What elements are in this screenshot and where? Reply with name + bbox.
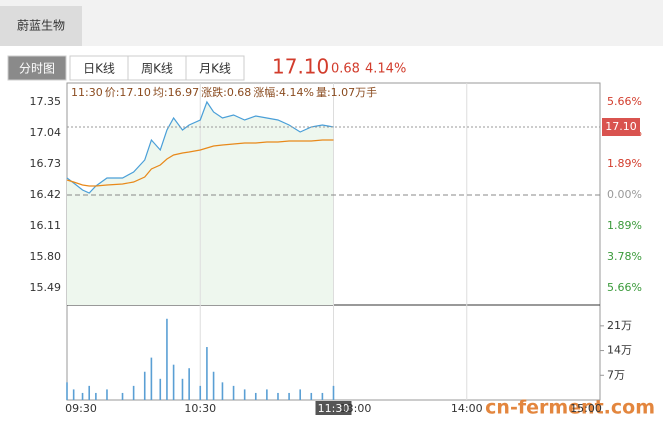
y2-tick-label: 5.66% bbox=[607, 281, 642, 294]
vol-tick-label: 7万 bbox=[607, 368, 625, 381]
tab-bar bbox=[0, 0, 663, 46]
y-tick-label: 16.42 bbox=[30, 188, 62, 201]
x-tick-label: 10:30 bbox=[184, 402, 216, 415]
volume-bar bbox=[221, 382, 224, 400]
y2-tick-label: 1.89% bbox=[607, 157, 642, 170]
volume-bar bbox=[181, 378, 184, 400]
info-item: 涨跌:0.68 bbox=[201, 85, 251, 99]
volume-bar bbox=[188, 368, 190, 400]
volume-bar bbox=[299, 389, 301, 400]
info-item: 量:1.07万手 bbox=[316, 85, 377, 99]
view-tab[interactable] bbox=[127, 55, 187, 81]
stock-tab[interactable] bbox=[0, 6, 82, 46]
y2-tick-label: 3.78% bbox=[607, 250, 642, 263]
volume-bar bbox=[232, 385, 235, 400]
volume-bar bbox=[143, 371, 146, 400]
vol-tick-label: 14万 bbox=[607, 344, 632, 357]
x-tick-label: 15:00 bbox=[570, 402, 602, 415]
average-line bbox=[66, 139, 334, 187]
quote-price: 17.10 bbox=[272, 55, 329, 79]
x-tick-label: 13:00 bbox=[340, 402, 372, 415]
y-tick-label: 16.73 bbox=[30, 157, 62, 170]
x-tick-label: 11:30 bbox=[318, 402, 350, 415]
volume-bar bbox=[166, 318, 168, 400]
info-item: 价:17.10 bbox=[105, 86, 151, 99]
y-tick-label: 15.49 bbox=[30, 281, 62, 294]
volume-bar bbox=[243, 389, 246, 400]
volume-bar bbox=[206, 347, 208, 400]
volume-bar bbox=[288, 392, 290, 400]
volume-bar bbox=[310, 392, 313, 400]
y-tick-label: 16.11 bbox=[30, 219, 62, 232]
info-item: 均:16.97 bbox=[153, 86, 199, 99]
quote-change-pct: 4.14% bbox=[365, 62, 406, 77]
volume-bar bbox=[106, 389, 108, 400]
y2-tick-label: 1.89% bbox=[607, 219, 642, 232]
view-tab[interactable] bbox=[185, 55, 245, 81]
volume-bar bbox=[172, 364, 175, 400]
volume-bar bbox=[277, 392, 279, 400]
volume-bar bbox=[72, 389, 75, 400]
vol-tick-label: 21万 bbox=[607, 319, 632, 332]
quote-change: 0.68 bbox=[331, 62, 360, 77]
y-tick-label: 17.04 bbox=[30, 126, 62, 139]
view-tab-label[interactable]: 月K线 bbox=[199, 62, 231, 76]
view-tab[interactable] bbox=[7, 55, 67, 81]
view-tab-label[interactable]: 周K线 bbox=[141, 62, 173, 76]
volume-bar bbox=[121, 392, 124, 400]
y-tick-label: 15.80 bbox=[30, 250, 62, 263]
y2-tick-label: 0.00% bbox=[607, 188, 642, 201]
volume-bar bbox=[150, 357, 153, 400]
volume-bar bbox=[266, 389, 268, 400]
x-tick-label: 14:00 bbox=[451, 402, 483, 415]
volume-bar bbox=[81, 392, 84, 400]
price-line bbox=[66, 100, 334, 194]
volume-bar bbox=[254, 392, 257, 400]
volume-bar bbox=[132, 385, 135, 400]
info-item: 涨幅:4.14% bbox=[253, 86, 314, 99]
x-cursor-tag bbox=[315, 401, 352, 415]
watermark: cn-ferment.com bbox=[485, 397, 655, 419]
stock-tab-label[interactable]: 蔚蓝生物 bbox=[17, 19, 65, 33]
volume-bar bbox=[332, 385, 335, 400]
y-tick-label: 17.35 bbox=[30, 95, 62, 108]
volume-bar bbox=[95, 392, 97, 400]
y2-tick-label: 5.66% bbox=[607, 95, 642, 108]
volume-bar bbox=[88, 385, 91, 400]
volume-bar bbox=[66, 382, 68, 400]
last-price-tag-bg bbox=[602, 118, 640, 136]
info-item: 11:30 bbox=[71, 86, 103, 99]
volume-bar bbox=[212, 371, 215, 400]
volume-bar bbox=[199, 385, 202, 400]
x-tick-label: 09:30 bbox=[65, 402, 97, 415]
view-tab-label[interactable]: 日K线 bbox=[83, 62, 115, 76]
view-tab[interactable] bbox=[69, 55, 129, 81]
volume-bar bbox=[159, 378, 162, 400]
view-tab-label[interactable]: 分时图 bbox=[19, 62, 55, 76]
volume-bar bbox=[321, 392, 324, 400]
info-line: 11:30 价:17.10 均:16.97 涨跌:0.68 涨幅:4.14% 量:1.07… bbox=[71, 85, 377, 99]
last-price-tag: 17.10 bbox=[605, 120, 637, 133]
